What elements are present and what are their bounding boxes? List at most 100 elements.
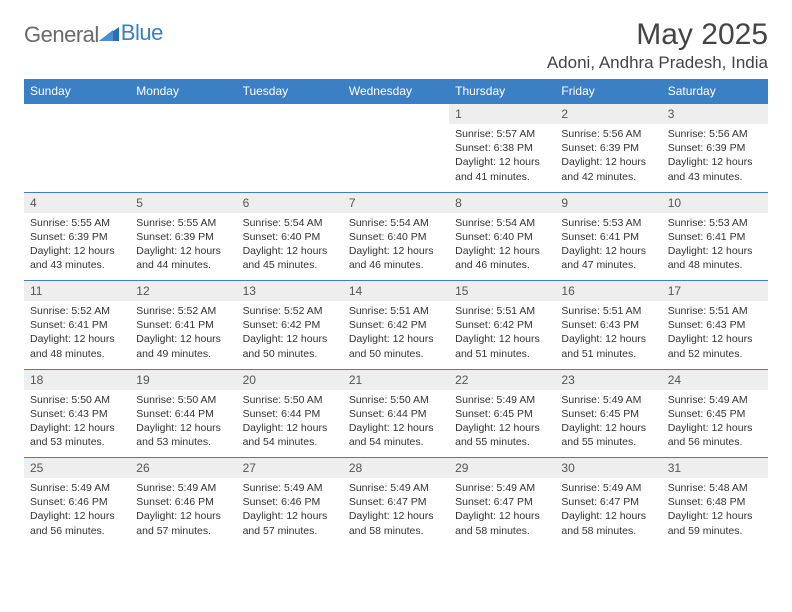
day-detail-cell: Sunrise: 5:49 AMSunset: 6:47 PMDaylight:… <box>555 478 661 546</box>
brand-name-gray: General <box>24 22 99 48</box>
day-detail-cell: Sunrise: 5:50 AMSunset: 6:44 PMDaylight:… <box>343 390 449 458</box>
day-number-cell: 12 <box>130 281 236 302</box>
daylight-line: Daylight: 12 hours and 54 minutes. <box>243 421 337 449</box>
day-number: 8 <box>455 196 462 210</box>
sunrise-line: Sunrise: 5:57 AM <box>455 127 549 141</box>
day-number: 17 <box>668 284 681 298</box>
day-number: 2 <box>561 107 568 121</box>
sunrise-line: Sunrise: 5:54 AM <box>243 216 337 230</box>
day-detail-cell: Sunrise: 5:56 AMSunset: 6:39 PMDaylight:… <box>662 124 768 192</box>
sunset-line: Sunset: 6:46 PM <box>30 495 124 509</box>
day-number: 13 <box>243 284 256 298</box>
sunset-line: Sunset: 6:47 PM <box>349 495 443 509</box>
daylight-line: Daylight: 12 hours and 57 minutes. <box>136 509 230 537</box>
day-detail-cell: Sunrise: 5:49 AMSunset: 6:47 PMDaylight:… <box>449 478 555 546</box>
sunrise-line: Sunrise: 5:56 AM <box>668 127 762 141</box>
sunset-line: Sunset: 6:42 PM <box>455 318 549 332</box>
sunrise-line: Sunrise: 5:51 AM <box>561 304 655 318</box>
sunset-line: Sunset: 6:40 PM <box>455 230 549 244</box>
daylight-line: Daylight: 12 hours and 54 minutes. <box>349 421 443 449</box>
day-detail-cell: Sunrise: 5:52 AMSunset: 6:41 PMDaylight:… <box>24 301 130 369</box>
day-number: 27 <box>243 461 256 475</box>
day-detail-cell: Sunrise: 5:57 AMSunset: 6:38 PMDaylight:… <box>449 124 555 192</box>
day-detail-cell: Sunrise: 5:52 AMSunset: 6:41 PMDaylight:… <box>130 301 236 369</box>
day-number: 28 <box>349 461 362 475</box>
sunset-line: Sunset: 6:41 PM <box>30 318 124 332</box>
day-number-cell: 30 <box>555 458 661 479</box>
sunset-line: Sunset: 6:41 PM <box>668 230 762 244</box>
daylight-line: Daylight: 12 hours and 46 minutes. <box>455 244 549 272</box>
daylight-line: Daylight: 12 hours and 51 minutes. <box>455 332 549 360</box>
day-number-cell: 1 <box>449 104 555 125</box>
sunset-line: Sunset: 6:43 PM <box>30 407 124 421</box>
sunrise-line: Sunrise: 5:56 AM <box>561 127 655 141</box>
day-number: 31 <box>668 461 681 475</box>
daylight-line: Daylight: 12 hours and 55 minutes. <box>455 421 549 449</box>
sunrise-line: Sunrise: 5:49 AM <box>561 481 655 495</box>
sunset-line: Sunset: 6:43 PM <box>668 318 762 332</box>
day-detail-row: Sunrise: 5:57 AMSunset: 6:38 PMDaylight:… <box>24 124 768 192</box>
day-detail-cell: Sunrise: 5:51 AMSunset: 6:43 PMDaylight:… <box>555 301 661 369</box>
month-title: May 2025 <box>547 18 768 51</box>
title-block: May 2025 Adoni, Andhra Pradesh, India <box>547 18 768 73</box>
day-number-cell: 15 <box>449 281 555 302</box>
day-number-cell: 21 <box>343 369 449 390</box>
sunrise-line: Sunrise: 5:50 AM <box>136 393 230 407</box>
sunset-line: Sunset: 6:42 PM <box>349 318 443 332</box>
sunset-line: Sunset: 6:40 PM <box>349 230 443 244</box>
day-detail-cell <box>343 124 449 192</box>
day-number: 29 <box>455 461 468 475</box>
calendar-page: General Blue May 2025 Adoni, Andhra Prad… <box>0 0 792 556</box>
sunrise-line: Sunrise: 5:51 AM <box>455 304 549 318</box>
day-number-cell: 26 <box>130 458 236 479</box>
sunrise-line: Sunrise: 5:49 AM <box>455 481 549 495</box>
sunrise-line: Sunrise: 5:49 AM <box>349 481 443 495</box>
day-number: 1 <box>455 107 462 121</box>
day-number: 5 <box>136 196 143 210</box>
weekday-header: Wednesday <box>343 79 449 104</box>
day-number: 21 <box>349 373 362 387</box>
day-detail-cell: Sunrise: 5:51 AMSunset: 6:43 PMDaylight:… <box>662 301 768 369</box>
daylight-line: Daylight: 12 hours and 41 minutes. <box>455 155 549 183</box>
day-number-cell <box>130 104 236 125</box>
day-number: 10 <box>668 196 681 210</box>
day-detail-cell: Sunrise: 5:55 AMSunset: 6:39 PMDaylight:… <box>130 213 236 281</box>
day-detail-row: Sunrise: 5:52 AMSunset: 6:41 PMDaylight:… <box>24 301 768 369</box>
daylight-line: Daylight: 12 hours and 58 minutes. <box>349 509 443 537</box>
day-detail-cell: Sunrise: 5:49 AMSunset: 6:45 PMDaylight:… <box>662 390 768 458</box>
day-detail-cell: Sunrise: 5:50 AMSunset: 6:43 PMDaylight:… <box>24 390 130 458</box>
logo-triangle-icon <box>99 25 119 46</box>
sunset-line: Sunset: 6:44 PM <box>243 407 337 421</box>
sunset-line: Sunset: 6:39 PM <box>136 230 230 244</box>
daylight-line: Daylight: 12 hours and 58 minutes. <box>561 509 655 537</box>
day-detail-cell: Sunrise: 5:53 AMSunset: 6:41 PMDaylight:… <box>662 213 768 281</box>
weekday-header: Monday <box>130 79 236 104</box>
day-detail-row: Sunrise: 5:50 AMSunset: 6:43 PMDaylight:… <box>24 390 768 458</box>
day-number-cell: 14 <box>343 281 449 302</box>
daylight-line: Daylight: 12 hours and 50 minutes. <box>349 332 443 360</box>
daylight-line: Daylight: 12 hours and 44 minutes. <box>136 244 230 272</box>
day-number: 20 <box>243 373 256 387</box>
daylight-line: Daylight: 12 hours and 43 minutes. <box>30 244 124 272</box>
sunset-line: Sunset: 6:47 PM <box>561 495 655 509</box>
day-detail-cell: Sunrise: 5:51 AMSunset: 6:42 PMDaylight:… <box>343 301 449 369</box>
day-number-cell: 2 <box>555 104 661 125</box>
day-detail-cell: Sunrise: 5:49 AMSunset: 6:46 PMDaylight:… <box>24 478 130 546</box>
sunrise-line: Sunrise: 5:54 AM <box>349 216 443 230</box>
daylight-line: Daylight: 12 hours and 48 minutes. <box>668 244 762 272</box>
sunrise-line: Sunrise: 5:49 AM <box>668 393 762 407</box>
day-detail-cell: Sunrise: 5:51 AMSunset: 6:42 PMDaylight:… <box>449 301 555 369</box>
day-detail-cell: Sunrise: 5:52 AMSunset: 6:42 PMDaylight:… <box>237 301 343 369</box>
day-number-cell: 16 <box>555 281 661 302</box>
sunrise-line: Sunrise: 5:50 AM <box>30 393 124 407</box>
day-detail-cell: Sunrise: 5:54 AMSunset: 6:40 PMDaylight:… <box>237 213 343 281</box>
brand-name-blue: Blue <box>121 20 163 45</box>
daylight-line: Daylight: 12 hours and 45 minutes. <box>243 244 337 272</box>
daylight-line: Daylight: 12 hours and 43 minutes. <box>668 155 762 183</box>
sunset-line: Sunset: 6:44 PM <box>349 407 443 421</box>
calendar-body: 123Sunrise: 5:57 AMSunset: 6:38 PMDaylig… <box>24 104 768 547</box>
weekday-header: Friday <box>555 79 661 104</box>
day-number: 19 <box>136 373 149 387</box>
day-number: 15 <box>455 284 468 298</box>
day-number: 6 <box>243 196 250 210</box>
